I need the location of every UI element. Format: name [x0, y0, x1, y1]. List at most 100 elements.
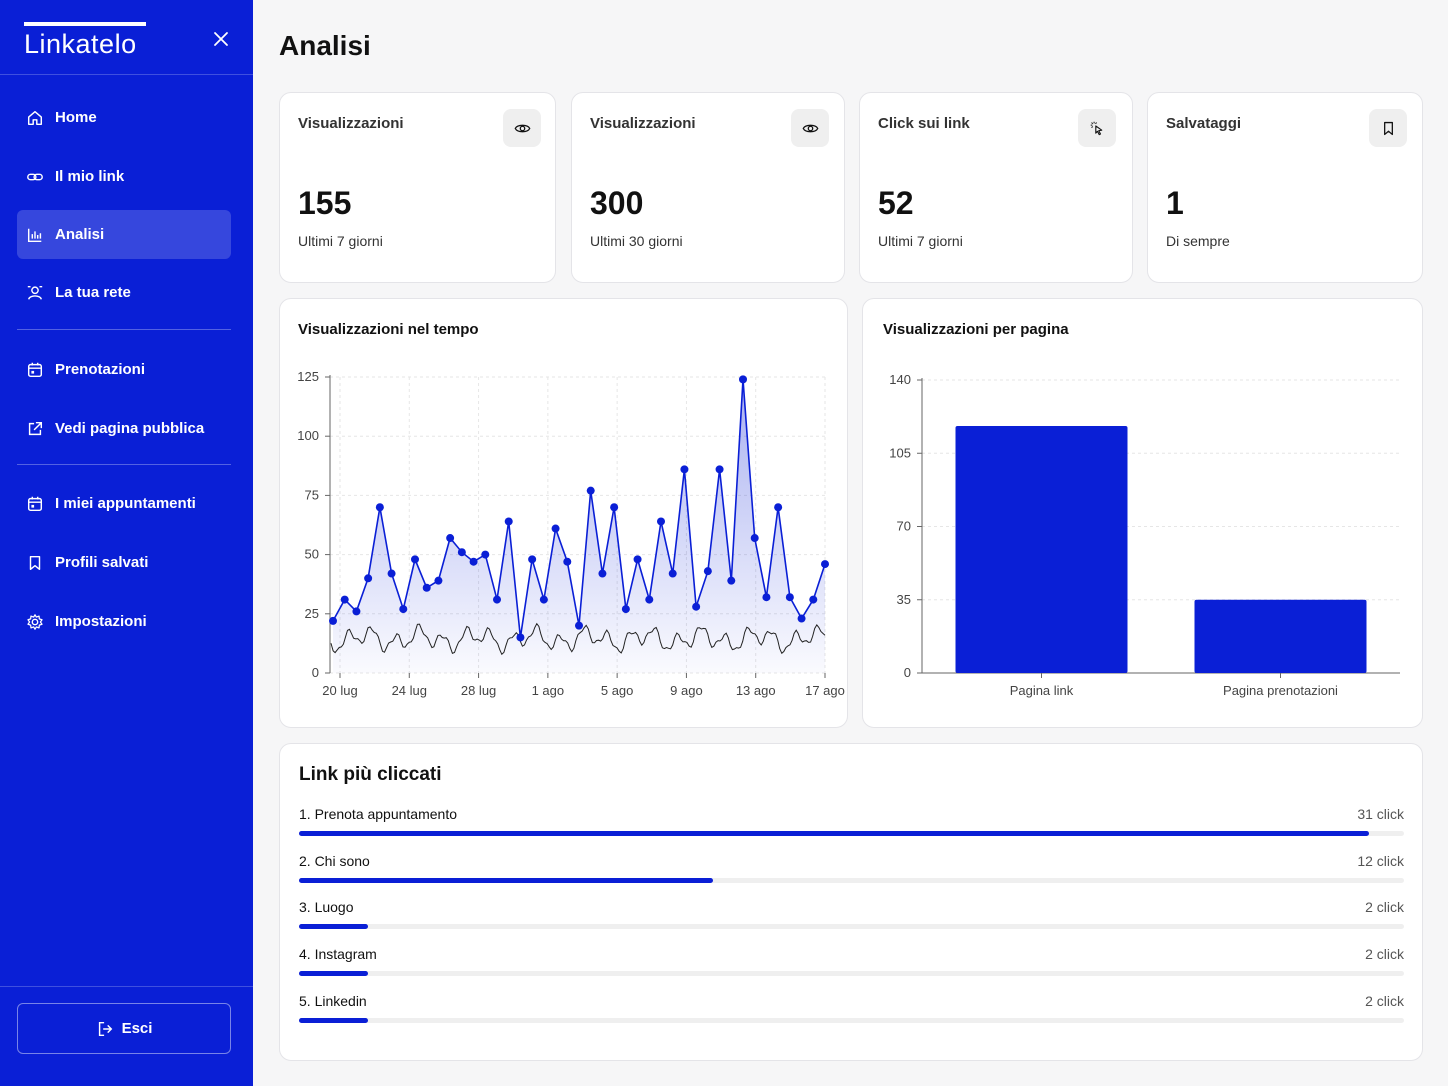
data-point[interactable]: [657, 517, 665, 526]
data-point[interactable]: [715, 465, 724, 474]
data-point[interactable]: [399, 605, 408, 614]
link-row: 2. Chi sono 12 click: [299, 853, 1404, 893]
data-point[interactable]: [539, 595, 548, 604]
link-click-count: 12 click: [1357, 852, 1404, 869]
data-point[interactable]: [703, 567, 712, 576]
link-progress-fill: [299, 924, 369, 930]
data-point[interactable]: [481, 550, 490, 559]
stat-card-link-clicks: Click sui link 52 Ultimi 7 giorni: [859, 92, 1133, 283]
link-icon: [27, 173, 43, 180]
bookmark-icon: [1383, 121, 1393, 135]
bar[interactable]: [1194, 599, 1367, 673]
sidebar-item-analytics[interactable]: Analisi: [17, 210, 231, 259]
data-point[interactable]: [598, 569, 607, 578]
data-point[interactable]: [575, 621, 583, 630]
data-point[interactable]: [457, 548, 466, 557]
data-point[interactable]: [422, 583, 431, 592]
link-progress-fill: [299, 1017, 369, 1023]
logout-icon: [98, 1021, 112, 1036]
sidebar-item-bookings[interactable]: Prenotazioni: [17, 345, 231, 394]
y-tick-label: 0: [312, 665, 319, 680]
link-row: 3. Luogo 2 click: [299, 899, 1404, 939]
data-point[interactable]: [375, 503, 384, 512]
data-point[interactable]: [516, 633, 525, 642]
data-point[interactable]: [785, 593, 794, 602]
data-point[interactable]: [739, 375, 747, 384]
stat-card-views-7d: Visualizzazioni 155 Ultimi 7 giorni: [279, 92, 556, 283]
views-per-page-chart: 0 35 70 105 140 Pagina link Pagina prenotazion…: [889, 372, 1400, 698]
data-point[interactable]: [621, 605, 630, 614]
data-point[interactable]: [680, 465, 689, 474]
stat-subtitle: Di sempre: [1166, 233, 1230, 249]
data-point[interactable]: [387, 569, 396, 578]
data-point[interactable]: [504, 517, 513, 526]
y-tick-label: 50: [305, 547, 319, 562]
data-point[interactable]: [411, 555, 419, 564]
data-point[interactable]: [668, 569, 677, 578]
brand-name: Linkatelo: [24, 28, 137, 59]
data-point[interactable]: [551, 524, 560, 533]
data-point[interactable]: [446, 534, 455, 543]
calendar-icon: [27, 496, 43, 511]
sidebar-item-label: I miei appuntamenti: [55, 495, 196, 512]
logout-button[interactable]: Esci: [17, 1003, 231, 1054]
x-tick-label: 9 ago: [670, 683, 703, 698]
data-point[interactable]: [610, 503, 619, 512]
data-point[interactable]: [434, 576, 443, 585]
data-point[interactable]: [493, 595, 501, 604]
sidebar-divider: [0, 74, 253, 75]
data-point[interactable]: [364, 574, 373, 583]
sidebar-item-home[interactable]: Home: [17, 93, 231, 142]
calendar-icon: [27, 362, 43, 377]
data-point[interactable]: [352, 607, 361, 616]
data-point[interactable]: [821, 560, 829, 569]
top-links-card: Link più cliccati 1. Prenota appuntament…: [279, 743, 1423, 1061]
sidebar-item-saved-profiles[interactable]: Profili salvati: [17, 538, 231, 587]
sidebar-separator: [17, 329, 231, 330]
data-point[interactable]: [762, 593, 771, 602]
link-progress-track: [299, 831, 1404, 836]
data-point[interactable]: [633, 555, 642, 564]
data-point[interactable]: [727, 576, 736, 585]
data-point[interactable]: [809, 595, 818, 604]
data-point[interactable]: [586, 486, 595, 495]
link-name: 1. Prenota appuntamento: [299, 806, 458, 822]
data-point[interactable]: [774, 503, 783, 512]
bar[interactable]: [955, 426, 1128, 673]
page-title: Analisi: [279, 30, 371, 61]
home-icon: [27, 110, 43, 125]
y-tick-label: 70: [897, 519, 911, 534]
y-tick-label: 125: [297, 369, 319, 384]
views-over-time-chart: 0 25 50 75 100 125 20 lug 24 lug 28 lug 1 ago 5 ag…: [297, 369, 845, 698]
x-tick-label: Pagina link: [1010, 683, 1074, 698]
bookmark-icon: [29, 555, 41, 570]
data-point[interactable]: [340, 595, 349, 604]
sidebar-item-public-page[interactable]: Vedi pagina pubblica: [17, 404, 231, 453]
brand-logo[interactable]: Linkatelo: [24, 22, 146, 62]
stat-value: 300: [590, 185, 644, 221]
sidebar-item-label: La tua rete: [55, 284, 131, 301]
data-point[interactable]: [750, 534, 759, 543]
data-point[interactable]: [645, 595, 654, 604]
link-name: 2. Chi sono: [299, 852, 370, 869]
data-point[interactable]: [692, 602, 701, 611]
stat-value: 52: [878, 185, 914, 221]
close-sidebar-button[interactable]: [211, 29, 231, 49]
data-point[interactable]: [797, 614, 806, 623]
link-row: 4. Instagram 2 click: [299, 946, 1404, 986]
data-point[interactable]: [469, 557, 478, 566]
data-point[interactable]: [329, 616, 337, 625]
sidebar-item-appointments[interactable]: I miei appuntamenti: [17, 479, 231, 528]
data-point[interactable]: [528, 555, 537, 564]
stat-subtitle: Ultimi 7 giorni: [878, 233, 963, 249]
cursor-click-icon: [1090, 121, 1102, 135]
sidebar-item-settings[interactable]: Impostazioni: [17, 597, 231, 646]
link-progress-fill: [299, 877, 714, 883]
link-name: 3. Luogo: [299, 899, 354, 916]
link-progress-track: [299, 924, 1404, 930]
sidebar-item-my-link[interactable]: Il mio link: [17, 152, 231, 201]
sidebar-item-network[interactable]: La tua rete: [17, 268, 231, 317]
data-point[interactable]: [563, 557, 572, 566]
top-links-title: Link più cliccati: [299, 764, 442, 785]
sidebar: Linkatelo Home Il mio link Analisi La tu…: [0, 0, 253, 1086]
